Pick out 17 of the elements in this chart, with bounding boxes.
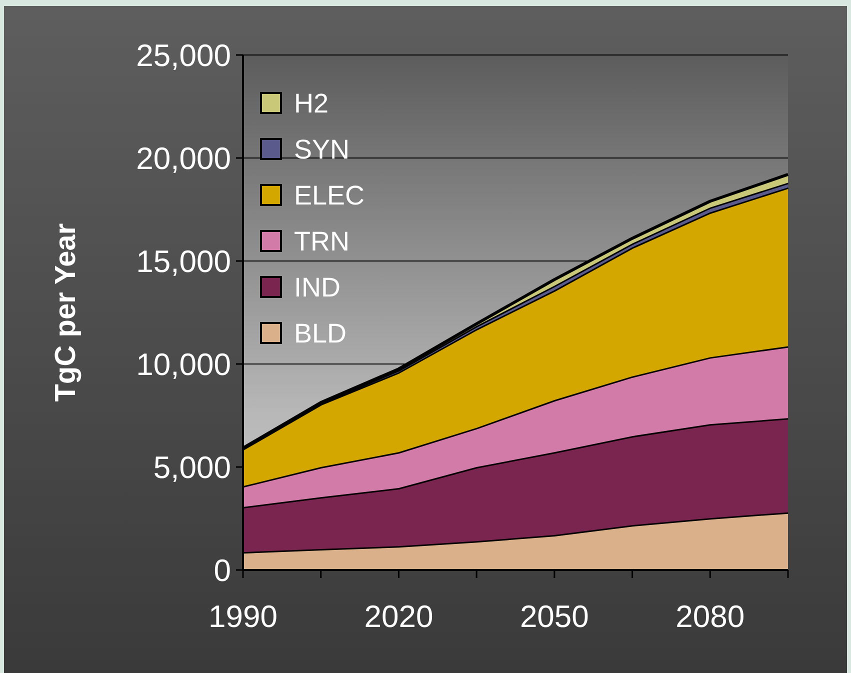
y-tick-label: 5,000 (153, 450, 231, 485)
x-tick-label: 1990 (208, 599, 278, 634)
x-tick-label: 2050 (520, 599, 589, 634)
y-axis-title: TgC per Year (50, 223, 82, 402)
y-tick-label: 20,000 (136, 140, 231, 176)
y-tick-label: 0 (214, 552, 231, 588)
x-tick-label: 2020 (364, 599, 434, 634)
legend-label: ELEC (294, 180, 365, 210)
x-tick-label: 2080 (676, 599, 745, 634)
y-tick-label: 10,000 (136, 346, 231, 382)
legend-label: BLD (294, 318, 347, 348)
legend-label: SYN (294, 134, 350, 164)
legend-label: TRN (294, 226, 350, 256)
y-tick-label: 25,000 (136, 38, 231, 73)
legend-label: IND (294, 272, 340, 302)
y-tick-label: 15,000 (136, 244, 231, 279)
legend-label: H2 (294, 88, 329, 118)
